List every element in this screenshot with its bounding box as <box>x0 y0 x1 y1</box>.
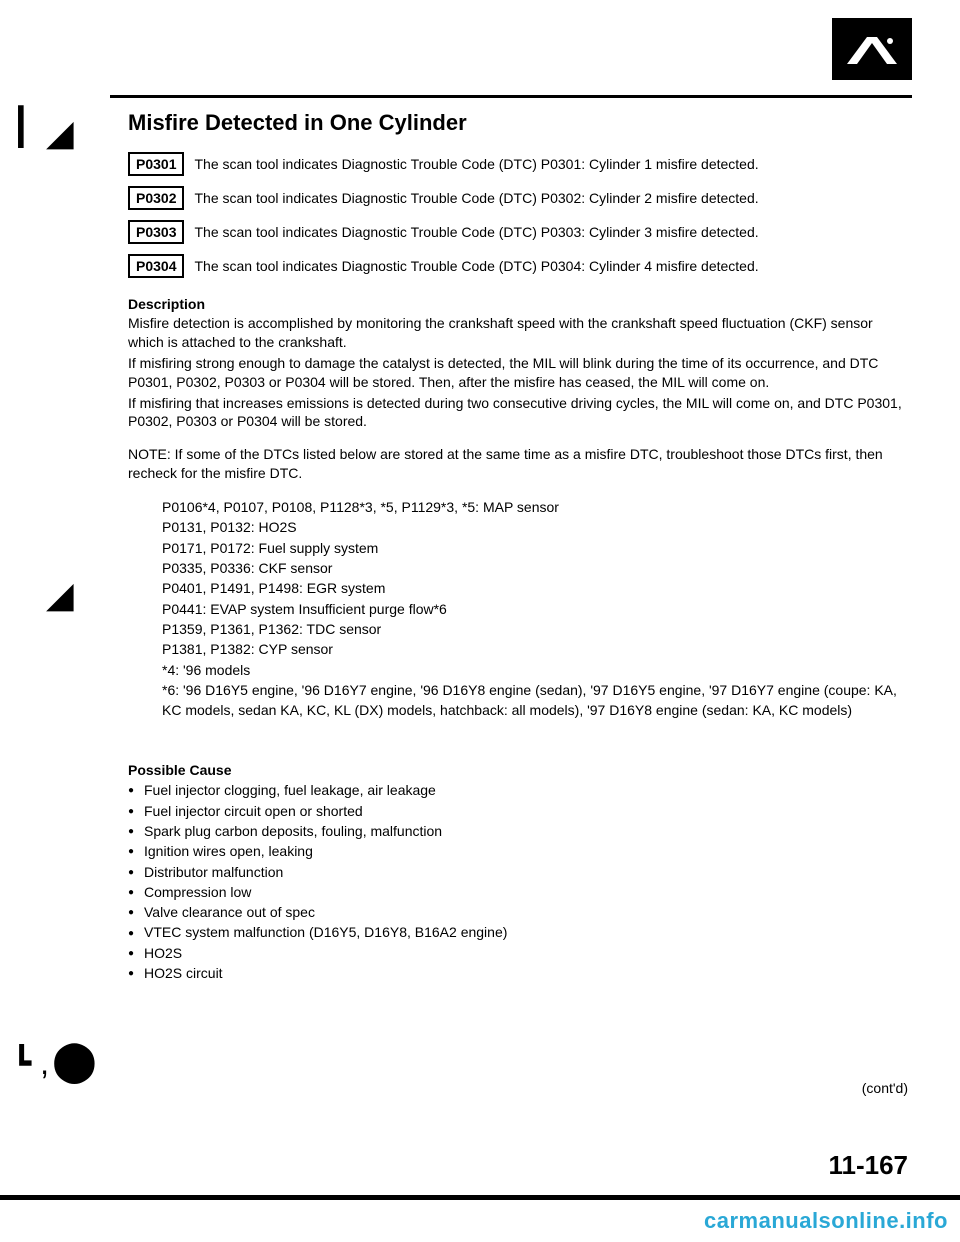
dtc-code-box: P0302 <box>128 186 184 210</box>
watermark-text: carmanualsonline.info <box>704 1208 948 1234</box>
page-corner-mark: ┗ , <box>12 1044 49 1082</box>
teardrop-icon: ⬤ <box>52 1038 97 1084</box>
cause-item: Distributor malfunction <box>128 862 908 882</box>
cause-item: HO2S circuit <box>128 963 908 983</box>
dtc-line: P0302 The scan tool indicates Diagnostic… <box>128 186 908 210</box>
dtc-code-box: P0304 <box>128 254 184 278</box>
cause-item: Fuel injector circuit open or shorted <box>128 801 908 821</box>
dtc-code-box: P0303 <box>128 220 184 244</box>
description-para: If misfiring that increases emissions is… <box>128 394 908 432</box>
code-line: P0335, P0336: CKF sensor <box>162 558 908 578</box>
code-line: *6: '96 D16Y5 engine, '96 D16Y7 engine, … <box>162 680 908 721</box>
continued-marker: (cont'd) <box>862 1080 908 1096</box>
code-line: P0441: EVAP system Insufficient purge fl… <box>162 599 908 619</box>
dtc-text: The scan tool indicates Diagnostic Troub… <box>194 224 758 240</box>
cause-item: Spark plug carbon deposits, fouling, mal… <box>128 821 908 841</box>
dtc-text: The scan tool indicates Diagnostic Troub… <box>194 258 758 274</box>
cause-item: VTEC system malfunction (D16Y5, D16Y8, B… <box>128 922 908 942</box>
description-para: If misfiring strong enough to damage the… <box>128 354 908 392</box>
cause-item: Compression low <box>128 882 908 902</box>
thumb-tab-icon: ◢ <box>46 574 74 616</box>
code-line: P0171, P0172: Fuel supply system <box>162 538 908 558</box>
cause-item: Valve clearance out of spec <box>128 902 908 922</box>
page-title: Misfire Detected in One Cylinder <box>128 110 908 136</box>
brand-logo <box>832 18 912 80</box>
code-line: P0106*4, P0107, P0108, P1128*3, *5, P112… <box>162 497 908 517</box>
dtc-text: The scan tool indicates Diagnostic Troub… <box>194 190 758 206</box>
dtc-text: The scan tool indicates Diagnostic Troub… <box>194 156 758 172</box>
page-content: Misfire Detected in One Cylinder P0301 T… <box>128 110 908 983</box>
top-rule <box>110 95 912 98</box>
code-line: P0401, P1491, P1498: EGR system <box>162 578 908 598</box>
related-dtc-list: P0106*4, P0107, P0108, P1128*3, *5, P112… <box>162 497 908 720</box>
code-line: *4: '96 models <box>162 660 908 680</box>
possible-cause-list: Fuel injector clogging, fuel leakage, ai… <box>128 780 908 983</box>
cause-item: HO2S <box>128 943 908 963</box>
page-number: 11-167 <box>828 1150 908 1181</box>
dtc-line: P0303 The scan tool indicates Diagnostic… <box>128 220 908 244</box>
note-text: NOTE: If some of the DTCs listed below a… <box>128 445 908 483</box>
thumb-tab-icon: ◢ <box>46 112 74 154</box>
cause-item: Fuel injector clogging, fuel leakage, ai… <box>128 780 908 800</box>
page-corner-mark: ┃ <box>10 106 32 148</box>
dtc-line: P0301 The scan tool indicates Diagnostic… <box>128 152 908 176</box>
code-line: P0131, P0132: HO2S <box>162 517 908 537</box>
description-para: Misfire detection is accomplished by mon… <box>128 314 908 352</box>
dtc-code-box: P0301 <box>128 152 184 176</box>
dtc-line: P0304 The scan tool indicates Diagnostic… <box>128 254 908 278</box>
code-line: P1381, P1382: CYP sensor <box>162 639 908 659</box>
bottom-rule <box>0 1195 960 1200</box>
possible-cause-heading: Possible Cause <box>128 762 908 778</box>
cause-item: Ignition wires open, leaking <box>128 841 908 861</box>
description-heading: Description <box>128 296 908 312</box>
code-line: P1359, P1361, P1362: TDC sensor <box>162 619 908 639</box>
